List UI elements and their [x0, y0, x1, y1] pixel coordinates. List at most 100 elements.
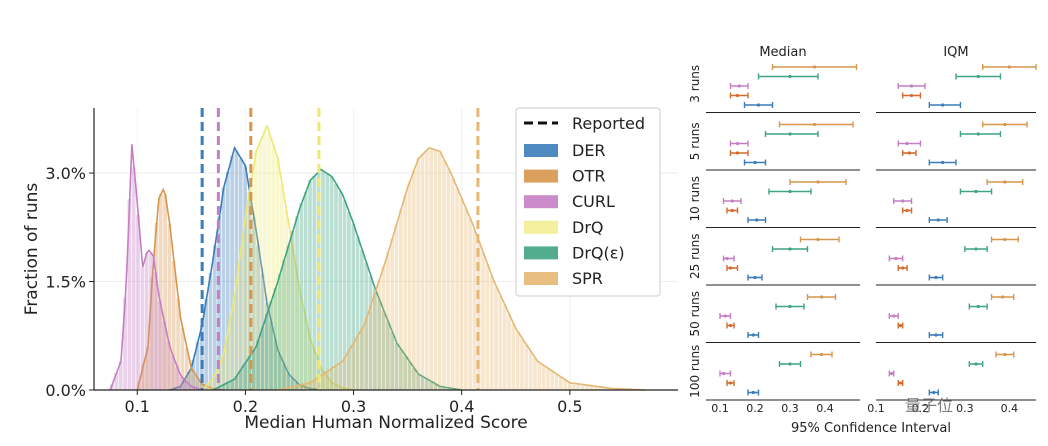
ci-point [753, 160, 757, 165]
ci-bar-otr [726, 322, 735, 329]
histogram-bar [204, 298, 209, 390]
histogram-bar [234, 375, 239, 390]
histogram-bar [554, 374, 559, 390]
histogram-bar [241, 232, 245, 390]
histogram-bar [176, 298, 180, 390]
histogram-bar [232, 296, 237, 390]
histogram-bar [416, 158, 421, 390]
histogram-bar [394, 223, 399, 390]
x-tick-label: 0.2 [233, 397, 258, 416]
ci-point [728, 381, 733, 385]
histogram-bar [131, 167, 136, 390]
histogram-bar [476, 241, 481, 390]
histogram-bar [368, 275, 373, 390]
ci-point [974, 189, 978, 194]
histogram-bar [364, 262, 369, 390]
histogram-bar [277, 274, 282, 390]
histogram-bar [528, 351, 533, 390]
ci-point [788, 304, 792, 309]
histogram-bar [277, 355, 282, 390]
ci-bar-spr [990, 294, 1015, 300]
ci-bar-drq [959, 188, 993, 195]
histogram-bar [301, 309, 306, 390]
ci-bar-spr [990, 236, 1019, 243]
histogram-bar [167, 223, 172, 390]
legend-label: SPR [572, 269, 603, 288]
histogram-bar [377, 299, 382, 390]
histogram-bar [398, 349, 403, 390]
histogram-bar [593, 386, 598, 390]
histogram-bar [321, 374, 325, 390]
ci-bar-spr [986, 179, 1024, 185]
density-curve [169, 145, 322, 391]
histogram-bar [377, 279, 382, 390]
histogram-bar [567, 382, 572, 390]
histogram-bar [316, 376, 321, 390]
ci-bar-der [747, 389, 760, 396]
histogram-bar [251, 217, 256, 390]
histogram-bar [228, 319, 232, 390]
histogram-bar [520, 338, 524, 390]
legend-label: CURL [572, 192, 615, 211]
ci-bar-der [928, 332, 944, 338]
ci-point [976, 304, 980, 309]
ci-point [756, 103, 761, 107]
x-tick-label: 0.4 [449, 397, 474, 416]
histogram-bar [210, 379, 215, 390]
ci-bar-curl [719, 370, 732, 377]
histogram-bar [182, 379, 187, 390]
histogram-bar [364, 318, 369, 390]
histogram-bar [403, 355, 408, 390]
histogram-bar [463, 208, 468, 390]
histogram-bar [297, 288, 302, 390]
histogram-bar [308, 382, 312, 390]
histogram-bar [411, 367, 416, 390]
legend-label: OTR [572, 167, 605, 186]
ci-bar-drq [778, 361, 802, 367]
panel-x-tick-label: 0.2 [746, 402, 764, 415]
histogram-bar [437, 151, 442, 390]
ci-bar-drq [964, 246, 988, 252]
histogram-bar [170, 355, 175, 390]
y-tick-label: 3.0% [45, 164, 86, 183]
ci-bar-spr [799, 236, 840, 243]
histogram-bar [303, 191, 308, 390]
histogram-bar [197, 381, 202, 390]
ci-bar-drq [959, 131, 1002, 137]
histogram-bar [303, 387, 308, 390]
histogram-bar [267, 132, 271, 391]
histogram-bar [288, 236, 293, 390]
ci-point [812, 122, 817, 127]
ci-point [735, 151, 740, 155]
ci-bar-drq [775, 303, 805, 310]
histogram-bar [292, 262, 297, 390]
histogram-bar [221, 384, 226, 390]
legend-label: DER [572, 141, 606, 160]
histogram-bar [327, 379, 332, 390]
histogram-bar [331, 383, 336, 390]
histogram-bar [286, 374, 291, 390]
ci-bar-curl [888, 313, 899, 319]
histogram-bar [321, 170, 325, 390]
ci-point [753, 275, 757, 280]
histogram-bar [153, 272, 158, 390]
histogram-bar [576, 383, 581, 390]
ci-bar-curl [729, 140, 749, 147]
histogram-bar [247, 356, 252, 390]
histogram-bar [230, 155, 234, 390]
histogram-bar [515, 331, 520, 390]
histogram-bar [589, 385, 594, 390]
panel-x-tick-label: 0.2 [912, 402, 930, 415]
ci-point [905, 141, 909, 146]
legend-swatch [524, 272, 558, 285]
ci-point [728, 266, 733, 270]
ci-point [905, 208, 909, 213]
histogram-bar [606, 387, 611, 390]
histogram-bar [403, 194, 408, 390]
histogram-bar [290, 386, 295, 390]
ci-point [816, 237, 820, 242]
ci-point [788, 132, 792, 136]
histogram-bar [251, 349, 256, 390]
histogram-bar [118, 361, 123, 390]
histogram-bar [507, 314, 511, 390]
